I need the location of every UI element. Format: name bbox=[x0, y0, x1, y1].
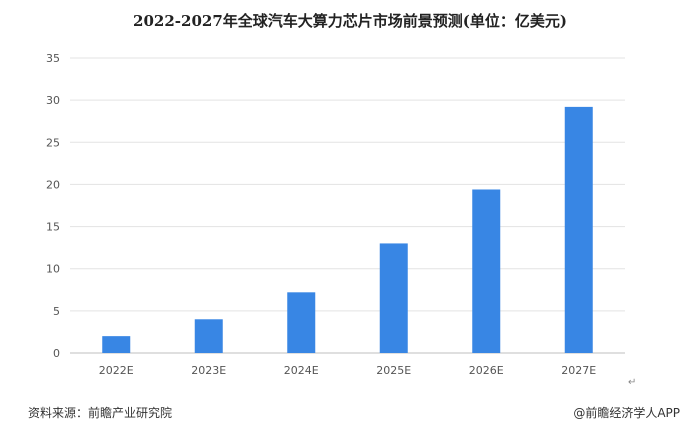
x-tick-label: 2024E bbox=[284, 364, 319, 377]
bar-2022e bbox=[102, 336, 131, 353]
x-tick-label: 2027E bbox=[561, 364, 596, 377]
y-tick-label: 5 bbox=[53, 305, 60, 318]
x-tick-label: 2026E bbox=[469, 364, 504, 377]
bar-2027e bbox=[564, 106, 593, 353]
brand-label: @前瞻经济学人APP bbox=[573, 406, 680, 420]
y-axis: 0 5 10 15 20 25 30 35 bbox=[46, 52, 60, 360]
y-tick-label: 30 bbox=[46, 94, 60, 107]
bar-2026e bbox=[472, 189, 501, 353]
x-tick-label: 2025E bbox=[376, 364, 411, 377]
bar-2024e bbox=[287, 292, 316, 353]
y-tick-label: 35 bbox=[46, 52, 60, 65]
y-tick-label: 20 bbox=[46, 178, 60, 191]
y-tick-label: 10 bbox=[46, 263, 60, 276]
bar-2025e bbox=[379, 243, 408, 353]
bar-2023e bbox=[194, 319, 223, 353]
source-note: 资料来源：前瞻产业研究院 bbox=[28, 406, 173, 420]
y-tick-label: 15 bbox=[46, 221, 60, 234]
gridlines bbox=[70, 57, 625, 354]
y-tick-label: 25 bbox=[46, 136, 60, 149]
y-tick-label: 0 bbox=[53, 347, 60, 360]
chart-title: 2022-2027年全球汽车大算力芯片市场前景预测(单位：亿美元) bbox=[133, 12, 567, 30]
bars bbox=[102, 106, 593, 353]
return-mark: ↵ bbox=[628, 377, 637, 388]
x-axis: 2022E 2023E 2024E 2025E 2026E 2027E bbox=[99, 364, 596, 377]
x-tick-label: 2022E bbox=[99, 364, 134, 377]
x-tick-label: 2023E bbox=[191, 364, 226, 377]
